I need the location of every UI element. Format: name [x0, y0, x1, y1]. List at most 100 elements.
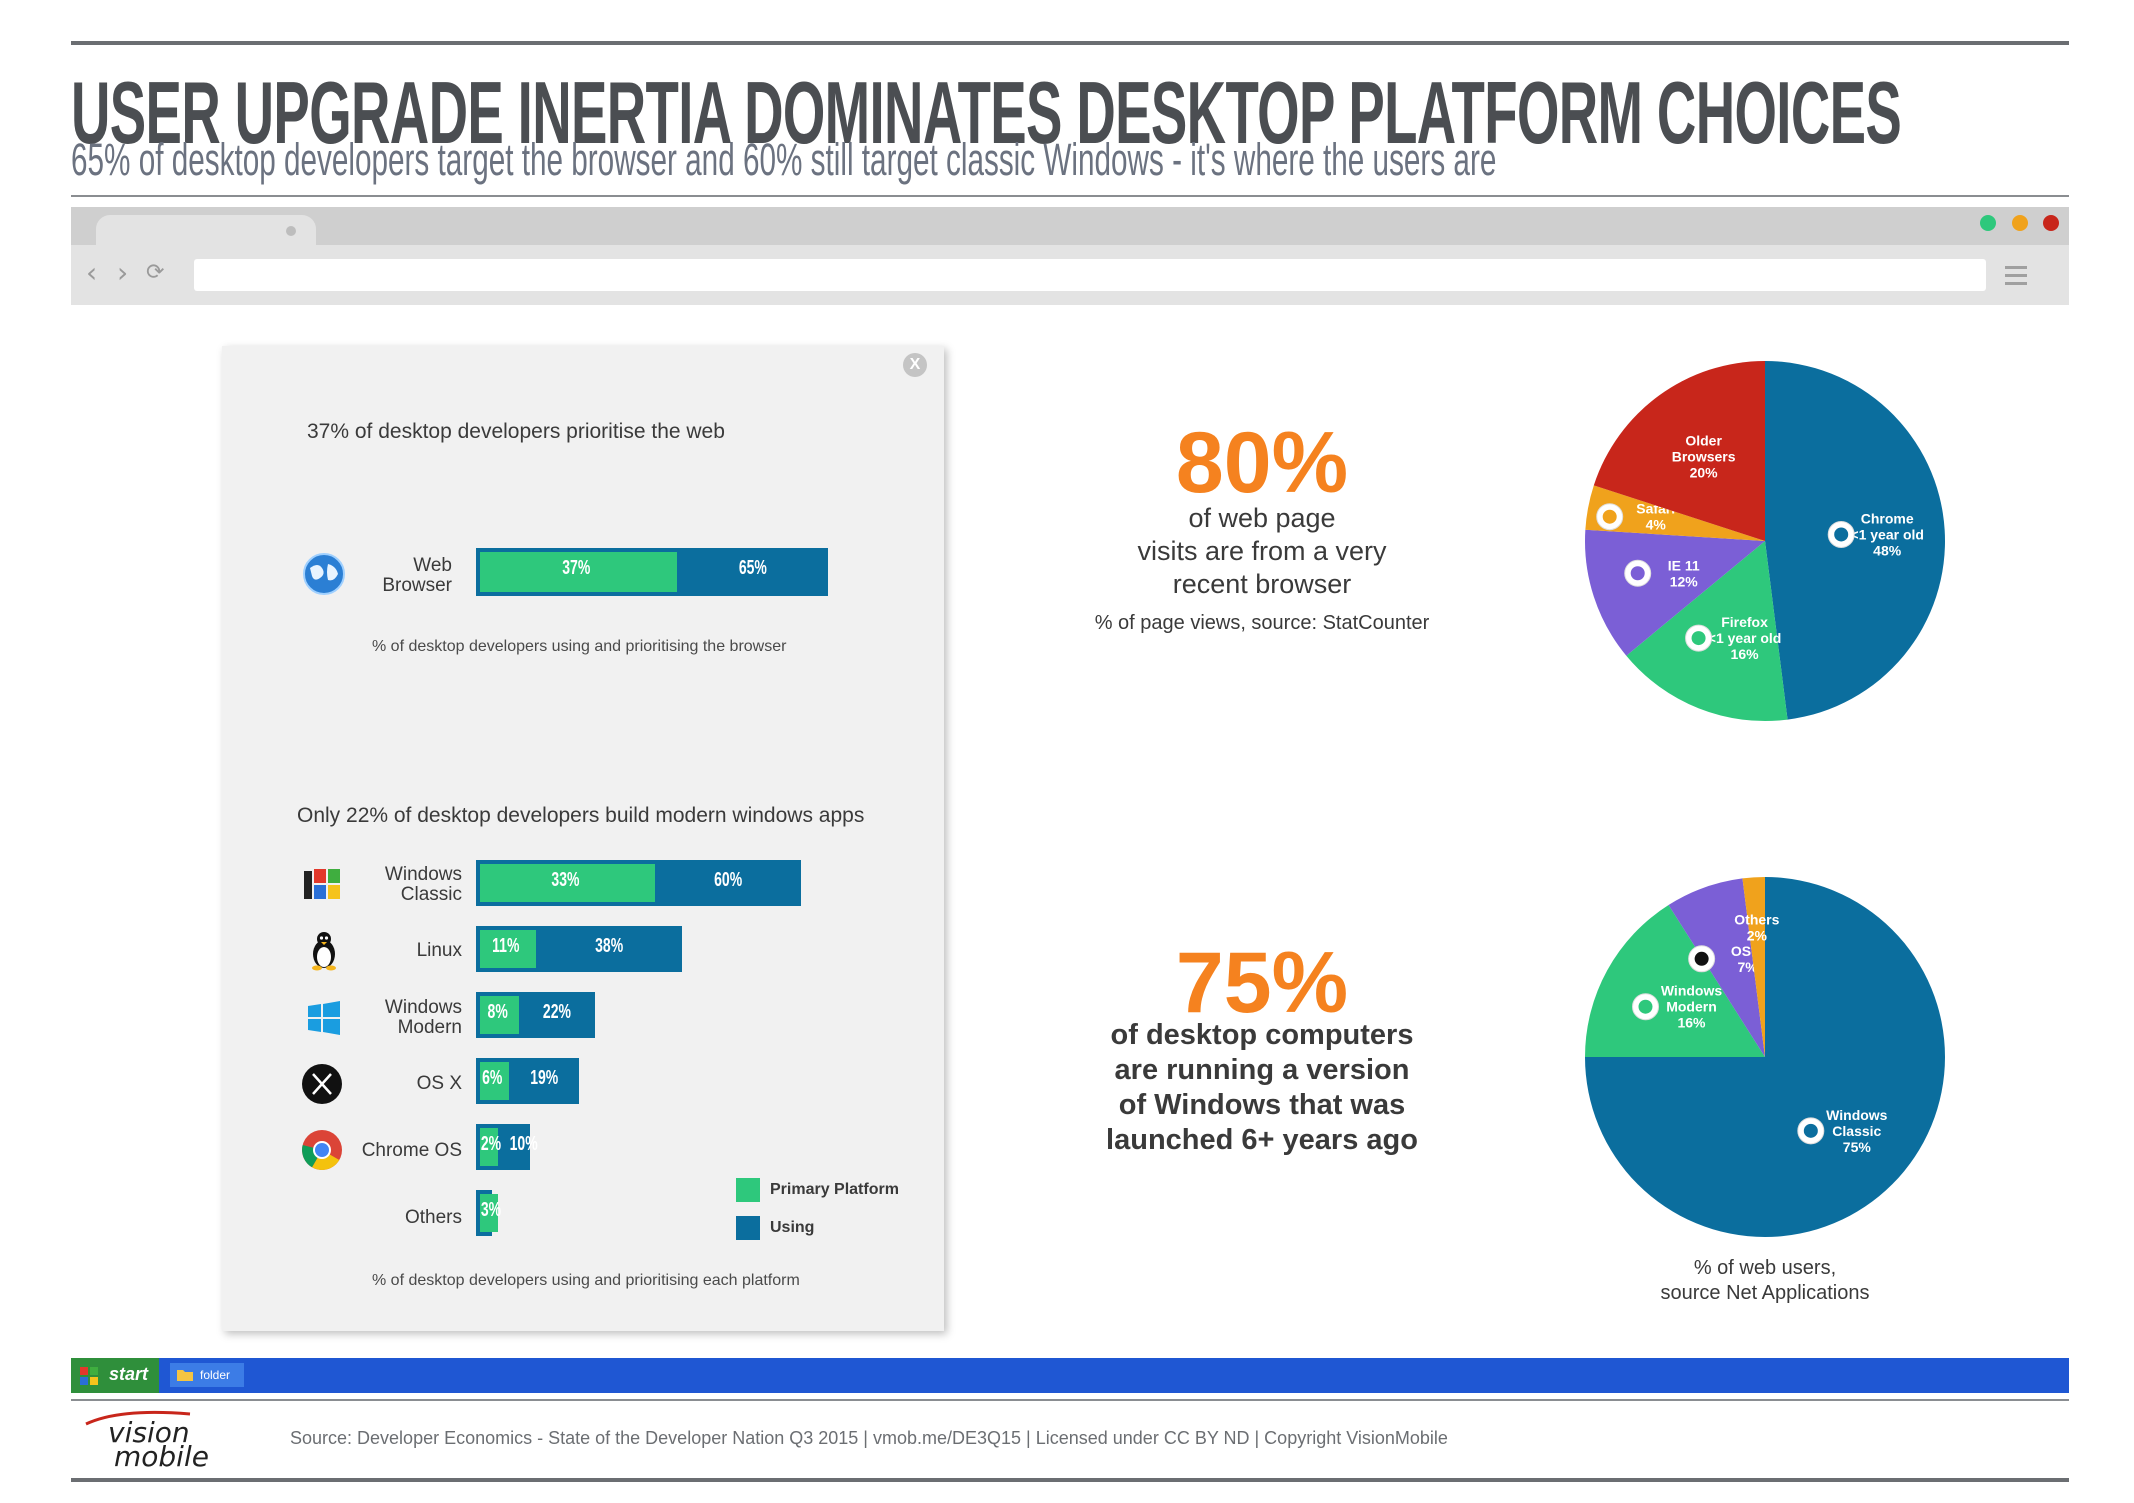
- web-note: % of desktop developers using and priori…: [372, 638, 787, 655]
- bar-primary-linux: [480, 930, 536, 968]
- pie-label-firefox-1-year-old-0: Firefox: [1721, 614, 1768, 630]
- bar-label-primary-chrome-os: 2%: [480, 1133, 502, 1155]
- pie-slice-ie-11: [1585, 529, 1765, 656]
- bar-label-primary-windows-modern: 8%: [487, 1001, 508, 1023]
- pie2-source-line1: % of web users,: [1693, 1257, 1837, 1279]
- browser-tab[interactable]: [96, 215, 316, 245]
- tab-dot-icon: [286, 226, 296, 236]
- stat2-line1: of desktop computers: [1110, 1019, 1414, 1051]
- osx-icon-center: [1694, 951, 1709, 966]
- bar-label-using-linux: 38%: [594, 935, 623, 957]
- bar-primary-chrome-os: [480, 1128, 498, 1166]
- label-linux: Linux: [416, 940, 462, 961]
- windows-modern-icon-center: [1638, 999, 1653, 1014]
- windows-flag-icon: [80, 1367, 98, 1385]
- platform-note: % of desktop developers using and priori…: [372, 1272, 800, 1289]
- osx-icon: [302, 1064, 342, 1104]
- bar-primary-others: [480, 1194, 498, 1232]
- windows-classic-icon-center: [1803, 1123, 1818, 1138]
- web-browser-label-line1: Web: [413, 555, 452, 576]
- pie-label-others-1: 2%: [1747, 928, 1768, 944]
- bar-label-primary-others: 3%: [480, 1199, 502, 1221]
- label-windows-modern: Windows Modern: [332, 998, 462, 1038]
- page-title: USER UPGRADE INERTIA DOMINATES DESKTOP P…: [71, 63, 1902, 162]
- stat1-source: % of page views, source: StatCounter: [1094, 612, 1430, 634]
- folder-label: folder: [200, 1368, 231, 1382]
- windows-classic-icon: [304, 869, 340, 899]
- safari-icon-center: [1602, 509, 1617, 524]
- address-bar[interactable]: [194, 259, 1986, 291]
- stat2-line2: are running a version: [1114, 1054, 1410, 1086]
- platform-heading: Only 22% of desktop developers build mod…: [297, 804, 865, 827]
- survey-panel: [222, 346, 944, 1331]
- label-windows-modern-line1: Windows: [384, 997, 462, 1018]
- pie-label-ie-11-0: IE 11: [1668, 557, 1700, 573]
- folder-icon: [177, 1370, 193, 1381]
- stat2-text: of desktop computers are running a versi…: [1062, 1018, 1462, 1158]
- label-chrome-os: Chrome OS: [361, 1140, 462, 1161]
- firefox-icon-center: [1691, 631, 1706, 646]
- label-windows-classic-line2: Classic: [400, 884, 462, 905]
- legend-using-swatch: [736, 1216, 760, 1240]
- label-others: Others: [404, 1207, 462, 1228]
- back-icon[interactable]: ‹: [86, 256, 98, 289]
- pie-label-firefox-1-year-old-2: 16%: [1731, 646, 1760, 662]
- pie-label-chrome-1-year-old-0: Chrome: [1861, 510, 1914, 526]
- pie-label-older-browsers-2: 20%: [1690, 465, 1719, 481]
- bar-label-using-windows-modern: 22%: [543, 1001, 572, 1023]
- pie-slice-chrome-1-year-old: [1765, 361, 1946, 720]
- legend-using-label: Using: [770, 1219, 815, 1236]
- logo-line2: mobile: [114, 1440, 209, 1468]
- bar-primary-os-x: [480, 1062, 509, 1100]
- top-rule: [71, 41, 2069, 45]
- stat2-line3: of Windows that was: [1118, 1089, 1406, 1121]
- bar-label-primary-os-x: 6%: [482, 1067, 503, 1089]
- label-windows-modern-line2: Modern: [397, 1017, 462, 1038]
- folder-taskbar-button[interactable]: folder: [170, 1363, 244, 1387]
- chrome-icon: [302, 1130, 342, 1170]
- bar-primary-web-browser: [480, 552, 677, 592]
- footer-source: Source: Developer Economics - State of t…: [290, 1428, 1448, 1448]
- stat2-percent: 75%: [1175, 935, 1349, 1031]
- pie-label-windows-classic-1: Classic: [1832, 1123, 1881, 1139]
- menu-icon[interactable]: [2005, 266, 2027, 290]
- pie-label-windows-classic-2: 75%: [1843, 1139, 1872, 1155]
- pie-slice-os-x: [1668, 878, 1765, 1057]
- stat1-percent: 80%: [1175, 415, 1349, 511]
- globe-icon: [303, 553, 345, 595]
- pie-label-chrome-1-year-old-2: 48%: [1873, 542, 1902, 558]
- window-green-dot[interactable]: [1980, 215, 1996, 231]
- pie-slice-windows-modern: [1585, 905, 1765, 1057]
- pie-label-others-0: Others: [1734, 912, 1779, 928]
- bar-label-using-chrome-os: 10%: [509, 1133, 538, 1155]
- legend-primary-swatch: [736, 1178, 760, 1202]
- page-subtitle: 65% of desktop developers target the bro…: [71, 134, 1497, 185]
- label-windows-classic: Windows Classic: [332, 865, 462, 905]
- windows-modern-icon: [308, 1001, 340, 1035]
- bar-primary-windows-modern: [480, 996, 520, 1034]
- stat2-line4: launched 6+ years ago: [1106, 1124, 1418, 1156]
- pie-slice-older-browsers: [1593, 361, 1765, 541]
- stat1-line1: of web page: [1188, 503, 1336, 533]
- reload-icon[interactable]: ⟳: [146, 260, 165, 285]
- close-button[interactable]: X: [903, 353, 927, 377]
- window-red-dot[interactable]: [2043, 215, 2059, 231]
- start-button[interactable]: start: [71, 1358, 159, 1393]
- pie-slice-others: [1742, 877, 1765, 1057]
- stat1-text: of web page visits are from a very recen…: [1062, 502, 1462, 601]
- pie-label-windows-modern-1: Modern: [1666, 999, 1717, 1015]
- web-heading: 37% of desktop developers prioritise the…: [307, 420, 725, 443]
- window-yellow-dot[interactable]: [2012, 215, 2028, 231]
- start-label: start: [109, 1364, 149, 1384]
- bar-label-using-windows-classic: 60%: [714, 869, 743, 891]
- pie-slice-safari: [1585, 485, 1765, 541]
- forward-icon[interactable]: ›: [117, 256, 129, 289]
- browser-tabstrip: [71, 207, 2069, 245]
- bar-label-primary-linux: 11%: [492, 935, 520, 957]
- linux-icon: [312, 932, 336, 971]
- ie-icon-center: [1630, 566, 1645, 581]
- pie-label-firefox-1-year-old-1: <1 year old: [1708, 630, 1782, 646]
- bar-label-primary-windows-classic: 33%: [551, 869, 580, 891]
